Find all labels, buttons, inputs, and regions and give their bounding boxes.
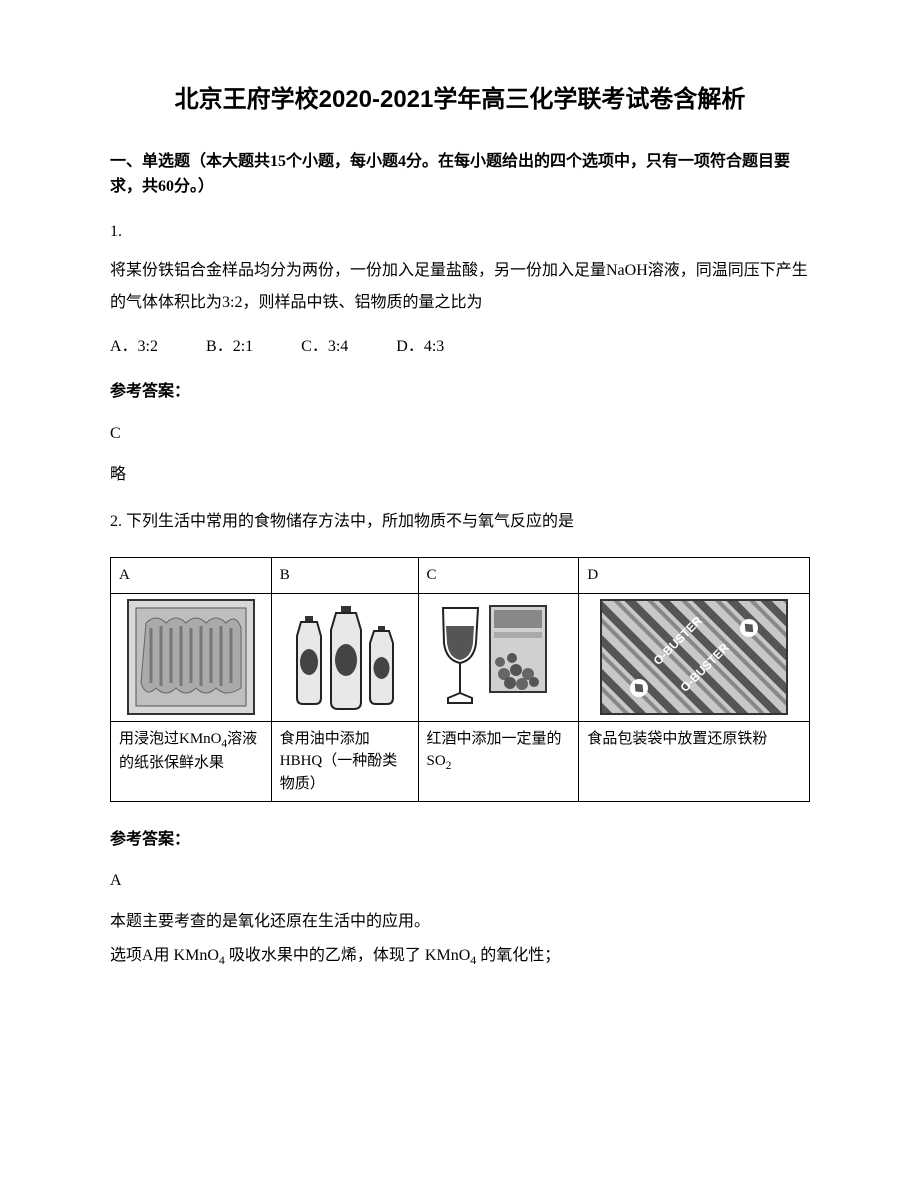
image-c-cell	[418, 593, 579, 721]
image-a-cell	[111, 593, 272, 721]
q1-option-c: C．3:4	[301, 338, 348, 355]
q2-explain-1: 本题主要考查的是氧化还原在生活中的应用。	[110, 908, 810, 935]
desc-c: 红酒中添加一定量的SO2	[418, 721, 579, 802]
header-a: A	[111, 558, 272, 594]
desc-d: 食品包装袋中放置还原铁粉	[579, 721, 810, 802]
q1-options: A．3:2 B．2:1 C．3:4 D．4:3	[110, 333, 810, 360]
q2-ex2-pre: 选项A用 KMnO	[110, 947, 219, 964]
desc-a: 用浸泡过KMnO4溶液的纸张保鲜水果	[111, 721, 272, 802]
q2-ex2-mid: 吸收水果中的乙烯，体现了 KMnO	[225, 947, 470, 964]
question-1: 1. 将某份铁铝合金样品均分为两份，一份加入足量盐酸，另一份加入足量NaOH溶液…	[110, 218, 810, 488]
header-d: D	[579, 558, 810, 594]
q1-answer-value: C	[110, 420, 810, 447]
q2-options-table: A B C D	[110, 557, 810, 802]
desc-b: 食用油中添加HBHQ（一种酚类物质）	[271, 721, 418, 802]
table-row-header: A B C D	[111, 558, 810, 594]
desc-a-pre: 用浸泡过KMnO	[119, 731, 222, 747]
desc-c-sub: 2	[446, 760, 452, 772]
image-d-cell: O-BUSTER O-BUSTER	[579, 593, 810, 721]
q1-option-d: D．4:3	[396, 338, 444, 355]
header-c: C	[418, 558, 579, 594]
iron-packet-icon: O-BUSTER O-BUSTER	[599, 598, 789, 716]
table-row-images: O-BUSTER O-BUSTER	[111, 593, 810, 721]
q2-explain-2: 选项A用 KMnO4 吸收水果中的乙烯，体现了 KMnO4 的氧化性；	[110, 942, 810, 971]
oil-bottles-icon	[285, 598, 405, 716]
q2-text: 2. 下列生活中常用的食物储存方法中，所加物质不与氧气反应的是	[110, 508, 810, 535]
header-b: B	[271, 558, 418, 594]
q1-answer-label: 参考答案：	[110, 378, 810, 405]
section-header: 一、单选题（本大题共15个小题，每小题4分。在每小题给出的四个选项中，只有一项符…	[110, 149, 810, 200]
q1-number: 1.	[110, 218, 810, 245]
q1-text: 将某份铁铝合金样品均分为两份，一份加入足量盐酸，另一份加入足量NaOH溶液，同温…	[110, 255, 810, 319]
page-title: 北京王府学校2020-2021学年高三化学联考试卷含解析	[110, 80, 810, 121]
q2-ex2-post: 的氧化性；	[476, 947, 560, 964]
question-2: 2. 下列生活中常用的食物储存方法中，所加物质不与氧气反应的是 A B C D	[110, 508, 810, 970]
table-row-desc: 用浸泡过KMnO4溶液的纸张保鲜水果 食用油中添加HBHQ（一种酚类物质） 红酒…	[111, 721, 810, 802]
q2-answer-label: 参考答案：	[110, 826, 810, 853]
q1-option-b: B．2:1	[206, 338, 253, 355]
image-b-cell	[271, 593, 418, 721]
q1-option-a: A．3:2	[110, 338, 158, 355]
fruit-wrap-icon	[126, 598, 256, 716]
q1-explain: 略	[110, 461, 810, 488]
wine-icon	[428, 598, 568, 716]
q2-answer-value: A	[110, 867, 810, 894]
